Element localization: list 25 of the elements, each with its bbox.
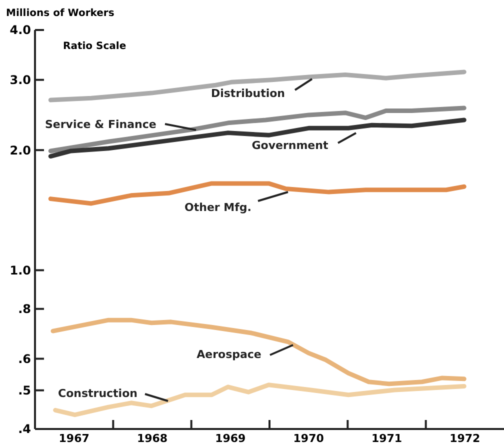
x-tick-label: 1970 — [293, 432, 324, 444]
x-tick-label: 1969 — [215, 432, 246, 444]
x-tick-label: 1968 — [136, 432, 168, 444]
y-tick-label: .8 — [18, 302, 31, 316]
y-tick-label: 3.0 — [10, 73, 31, 88]
series-label: Government — [252, 139, 328, 152]
series-label: Aerospace — [196, 348, 262, 361]
series-label: Other Mfg. — [184, 201, 252, 214]
x-tick-label: 1971 — [371, 432, 402, 444]
y-tick-label: .5 — [18, 384, 31, 398]
x-tick-label: 1967 — [58, 432, 90, 444]
line-series — [50, 318, 466, 386]
line-series — [53, 382, 466, 418]
y-tick-label: .6 — [18, 352, 31, 366]
series-label: Service & Finance — [45, 118, 156, 131]
y-tick-label: 2.0 — [10, 143, 31, 158]
y-tick-label: 4.0 — [10, 23, 31, 38]
series-label: Construction — [58, 387, 138, 400]
series-label: Distribution — [210, 87, 286, 100]
x-tick-label: 1972 — [450, 432, 480, 444]
annotation: Ratio Scale — [63, 41, 126, 52]
y-tick-label: 1.0 — [10, 263, 31, 278]
y-tick-label: .4 — [18, 422, 31, 436]
line-series — [48, 70, 466, 102]
y-axis-title: Millions of Workers — [6, 8, 114, 19]
